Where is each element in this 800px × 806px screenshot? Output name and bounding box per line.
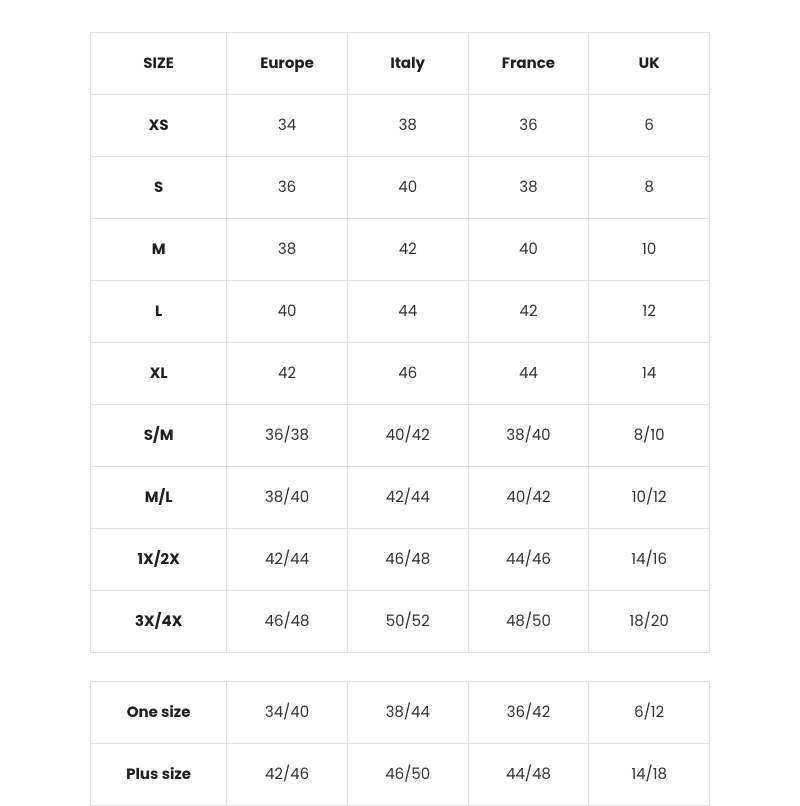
size-label: XL [91, 343, 227, 405]
size-label: S/M [91, 405, 227, 467]
size-france: 44 [468, 343, 589, 405]
size-label: One size [91, 682, 227, 744]
size-label: XS [91, 95, 227, 157]
size-france: 42 [468, 281, 589, 343]
table-row: M 38 42 40 10 [91, 219, 710, 281]
size-europe: 36/38 [227, 405, 348, 467]
size-europe: 42 [227, 343, 348, 405]
col-header-size: SIZE [91, 33, 227, 95]
size-italy: 38/44 [347, 682, 468, 744]
size-uk: 14 [589, 343, 710, 405]
size-conversion-table: SIZE Europe Italy France UK XS 34 38 36 … [90, 32, 710, 653]
size-italy: 46/50 [347, 744, 468, 806]
size-italy: 46 [347, 343, 468, 405]
size-label: 3X/4X [91, 591, 227, 653]
size-france: 38 [468, 157, 589, 219]
size-label: S [91, 157, 227, 219]
col-header-uk: UK [589, 33, 710, 95]
size-uk: 8/10 [589, 405, 710, 467]
size-france: 40/42 [468, 467, 589, 529]
size-europe: 38 [227, 219, 348, 281]
size-chart-page: SIZE Europe Italy France UK XS 34 38 36 … [0, 0, 800, 800]
size-uk: 8 [589, 157, 710, 219]
extra-size-table: One size 34/40 38/44 36/42 6/12 Plus siz… [90, 681, 710, 806]
table-row: L 40 44 42 12 [91, 281, 710, 343]
table-row: One size 34/40 38/44 36/42 6/12 [91, 682, 710, 744]
size-europe: 34/40 [227, 682, 348, 744]
size-italy: 40/42 [347, 405, 468, 467]
size-italy: 40 [347, 157, 468, 219]
size-france: 36 [468, 95, 589, 157]
size-europe: 34 [227, 95, 348, 157]
col-header-europe: Europe [227, 33, 348, 95]
size-label: L [91, 281, 227, 343]
table-row: S/M 36/38 40/42 38/40 8/10 [91, 405, 710, 467]
size-france: 44/46 [468, 529, 589, 591]
size-label: Plus size [91, 744, 227, 806]
size-uk: 12 [589, 281, 710, 343]
table-row: 1X/2X 42/44 46/48 44/46 14/16 [91, 529, 710, 591]
size-uk: 6 [589, 95, 710, 157]
table-row: Plus size 42/46 46/50 44/48 14/18 [91, 744, 710, 806]
size-label: M [91, 219, 227, 281]
size-uk: 10/12 [589, 467, 710, 529]
table-row: M/L 38/40 42/44 40/42 10/12 [91, 467, 710, 529]
size-uk: 14/18 [589, 744, 710, 806]
col-header-france: France [468, 33, 589, 95]
size-france: 40 [468, 219, 589, 281]
size-europe: 38/40 [227, 467, 348, 529]
header-row: SIZE Europe Italy France UK [91, 33, 710, 95]
size-italy: 46/48 [347, 529, 468, 591]
size-uk: 6/12 [589, 682, 710, 744]
table-row: S 36 40 38 8 [91, 157, 710, 219]
size-europe: 42/46 [227, 744, 348, 806]
size-uk: 18/20 [589, 591, 710, 653]
size-uk: 10 [589, 219, 710, 281]
size-italy: 50/52 [347, 591, 468, 653]
table-gap [90, 653, 710, 681]
size-italy: 42 [347, 219, 468, 281]
size-france: 48/50 [468, 591, 589, 653]
size-europe: 36 [227, 157, 348, 219]
size-uk: 14/16 [589, 529, 710, 591]
size-france: 36/42 [468, 682, 589, 744]
size-italy: 44 [347, 281, 468, 343]
size-label: M/L [91, 467, 227, 529]
table-row: 3X/4X 46/48 50/52 48/50 18/20 [91, 591, 710, 653]
size-france: 38/40 [468, 405, 589, 467]
size-italy: 38 [347, 95, 468, 157]
col-header-italy: Italy [347, 33, 468, 95]
size-europe: 46/48 [227, 591, 348, 653]
size-europe: 40 [227, 281, 348, 343]
size-label: 1X/2X [91, 529, 227, 591]
size-europe: 42/44 [227, 529, 348, 591]
table-row: XS 34 38 36 6 [91, 95, 710, 157]
size-italy: 42/44 [347, 467, 468, 529]
size-france: 44/48 [468, 744, 589, 806]
table-row: XL 42 46 44 14 [91, 343, 710, 405]
